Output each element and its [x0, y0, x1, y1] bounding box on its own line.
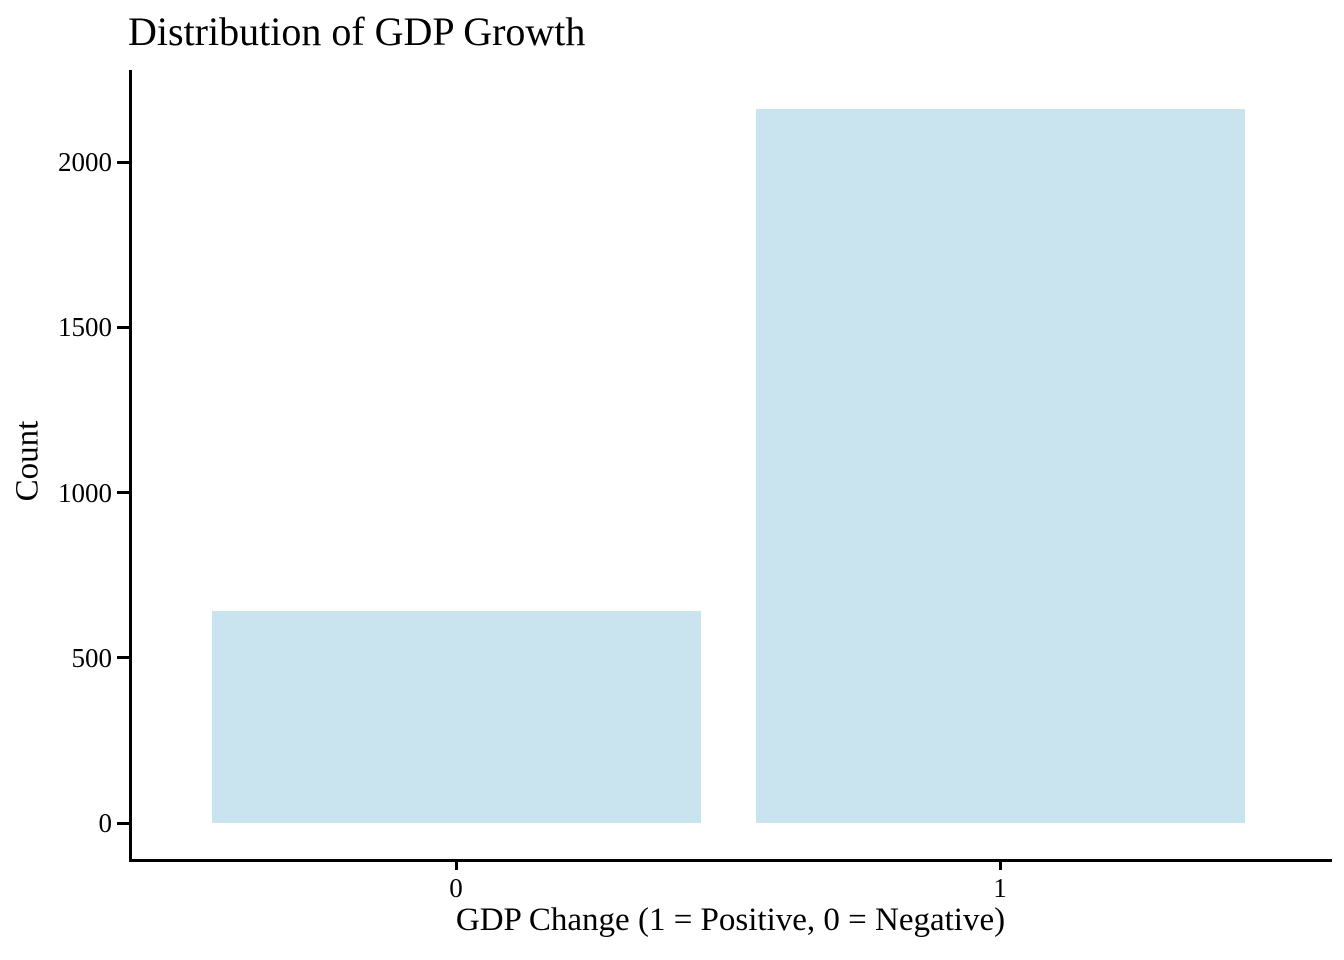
x-axis-title: GDP Change (1 = Positive, 0 = Negative) [455, 902, 1006, 938]
x-tick-label: 0 [449, 873, 463, 903]
y-tick-label: 500 [71, 642, 113, 673]
y-tick-mark [117, 821, 130, 825]
plot-panel [129, 70, 1332, 862]
bar-category-1 [755, 109, 1245, 823]
y-tick-label: 1000 [58, 477, 112, 508]
x-tick-mark [454, 859, 458, 870]
y-axis-title: Count [9, 420, 46, 502]
y-tick-mark [117, 325, 130, 329]
y-tick-mark [117, 160, 130, 164]
x-tick-label: 1 [993, 873, 1007, 903]
y-tick-mark [117, 491, 130, 494]
chart-title: Distribution of GDP Growth [128, 9, 586, 54]
bar-category-0 [211, 611, 701, 823]
x-tick-mark [998, 859, 1002, 870]
y-tick-label: 1500 [58, 312, 112, 343]
y-tick-label: 2000 [58, 147, 112, 177]
y-tick-label: 0 [98, 808, 113, 838]
y-tick-mark [117, 656, 130, 660]
